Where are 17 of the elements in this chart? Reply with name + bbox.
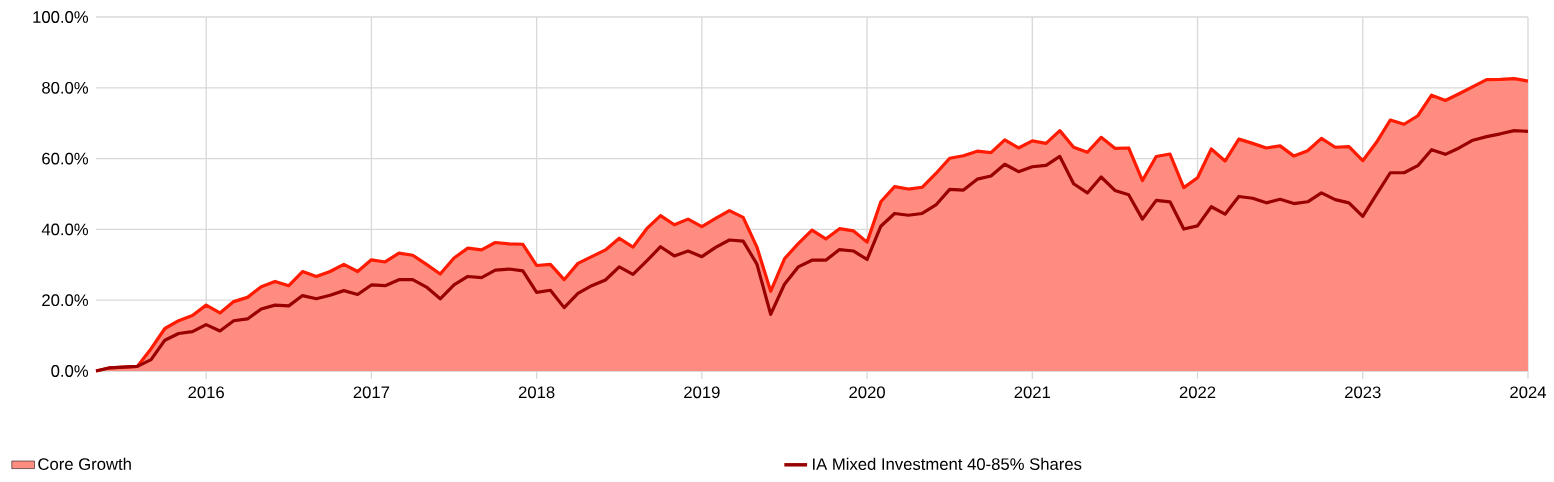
x-tick-label: 2022 <box>1179 386 1216 399</box>
legend-label: Core Growth <box>38 457 131 470</box>
y-tick-label: 80.0% <box>42 81 89 94</box>
x-tick-label: 2023 <box>1345 386 1381 399</box>
y-tick-label: 100.0% <box>33 11 89 23</box>
x-tick-label: 2021 <box>1014 386 1051 399</box>
y-tick-label: 40.0% <box>41 223 89 236</box>
y-tick-label: 20.0% <box>42 294 89 307</box>
x-tick-label: 2020 <box>849 386 885 399</box>
x-tick-label: 2017 <box>353 386 390 399</box>
x-tick-label: 2016 <box>188 386 224 399</box>
y-tick-label: 0.0% <box>51 365 89 377</box>
x-tick-label: 2024 <box>1510 386 1547 399</box>
x-tick-label: 2019 <box>684 386 720 399</box>
y-tick-label: 60.0% <box>42 152 89 165</box>
legend-label: IA Mixed Investment 40-85% Shares <box>813 457 1082 470</box>
x-tick-label: 2018 <box>518 386 555 399</box>
